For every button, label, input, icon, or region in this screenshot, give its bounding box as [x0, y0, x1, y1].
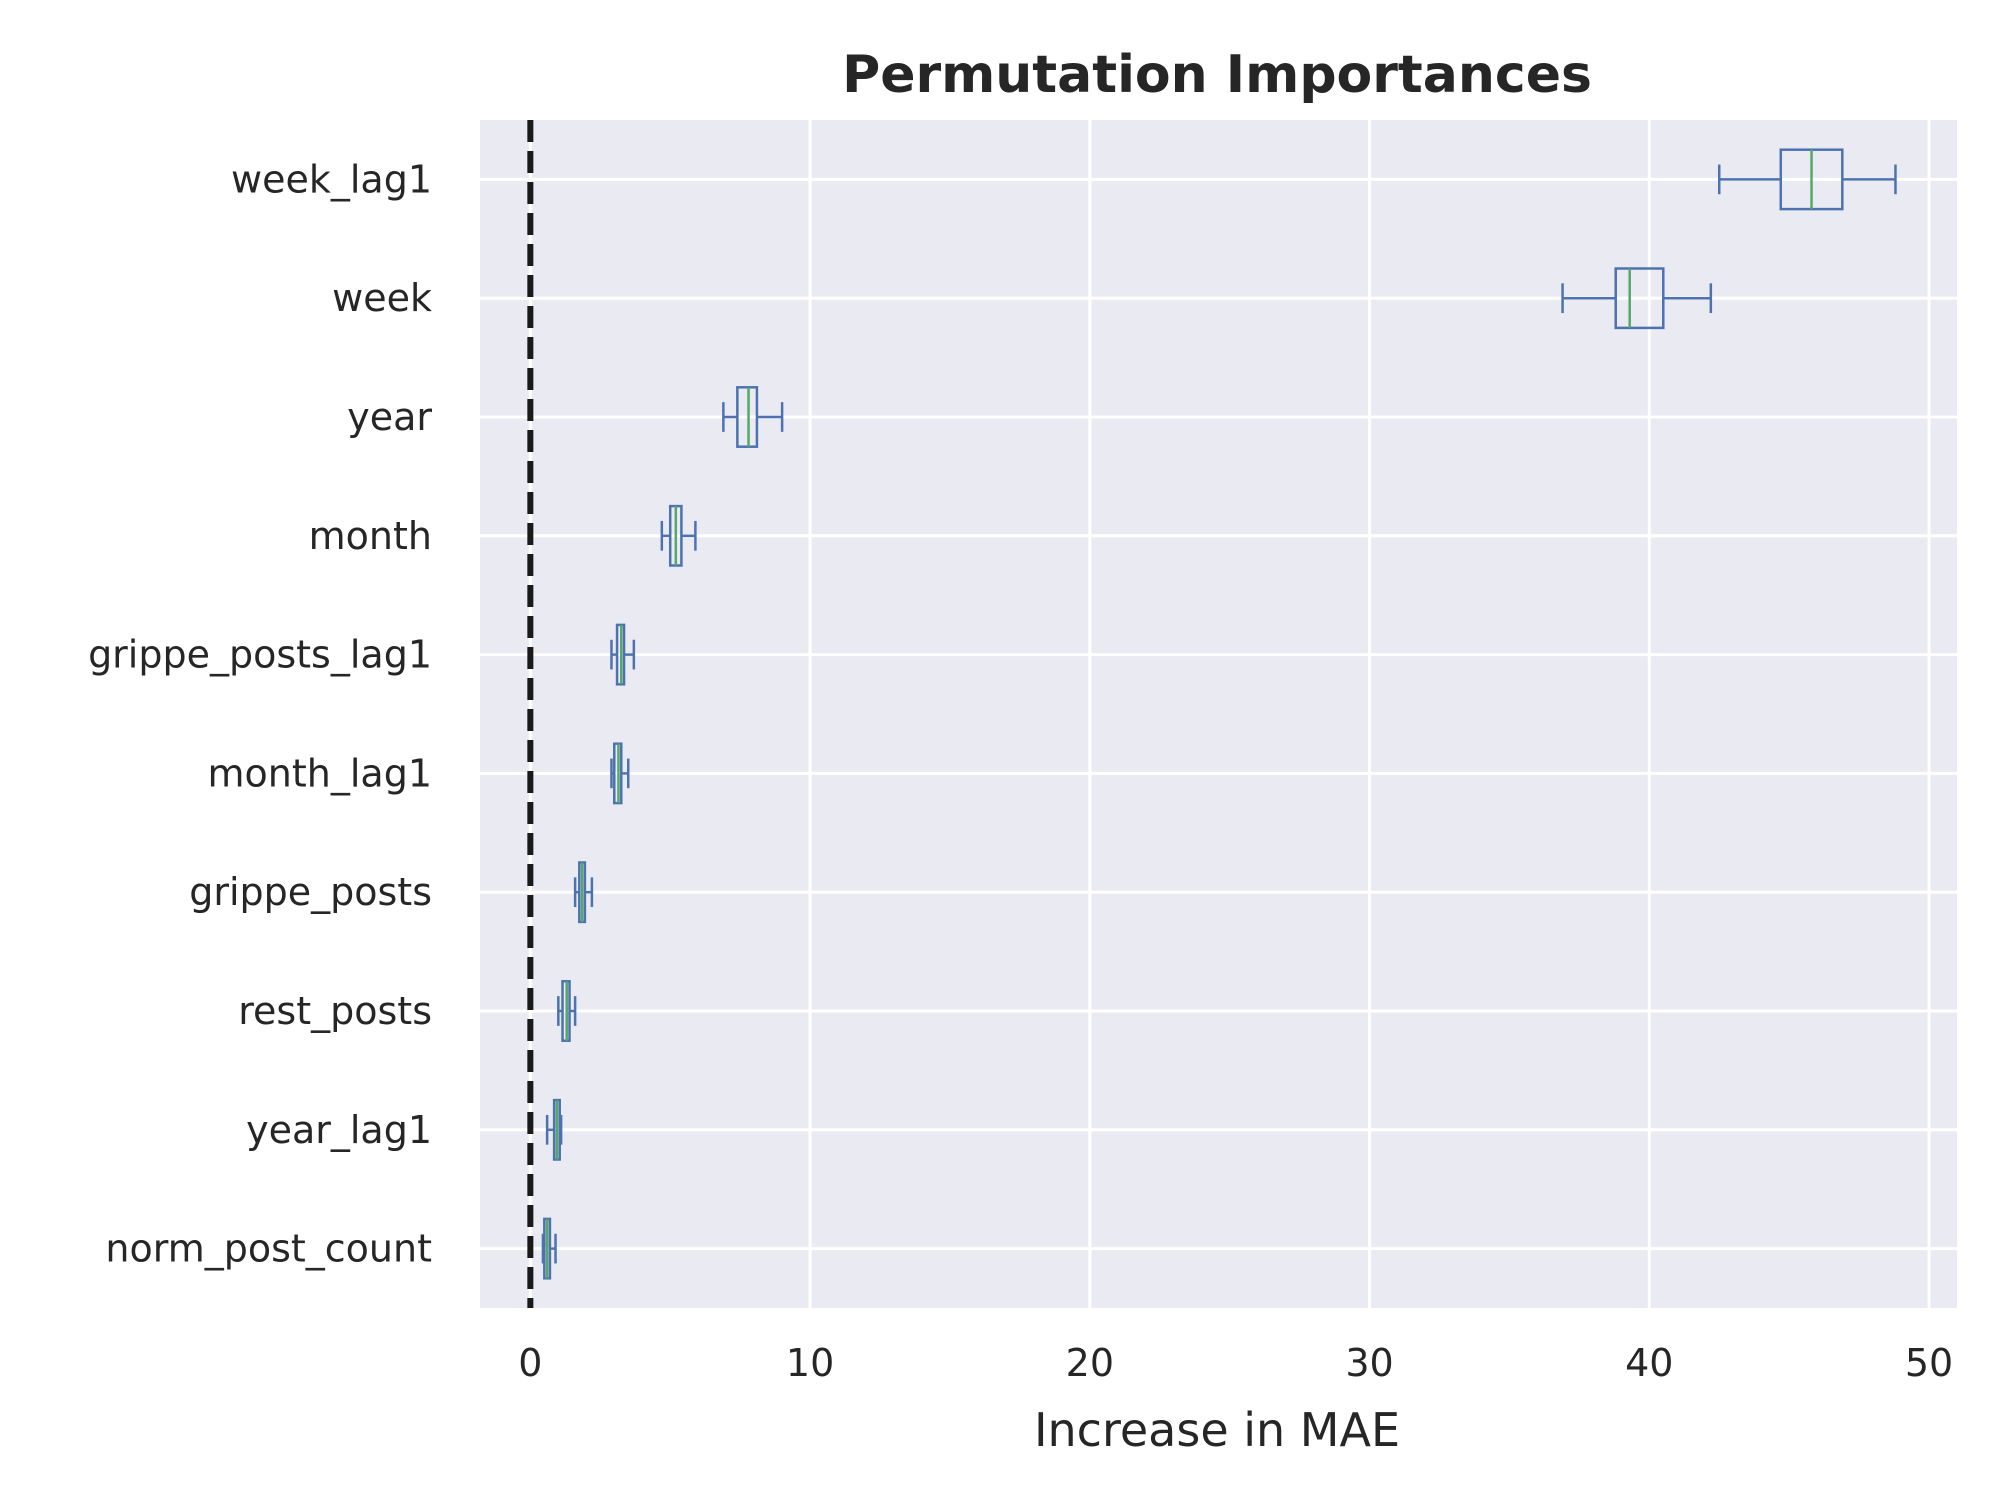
y-tick-label: year: [347, 395, 432, 439]
y-tick-label: norm_post_count: [105, 1227, 432, 1271]
chart-title: Permutation Importances: [842, 45, 1592, 105]
y-tick-label: month: [309, 514, 432, 558]
iqr-box: [1614, 267, 1665, 330]
x-tick-label: 20: [1066, 1341, 1114, 1385]
x-tick-label: 10: [786, 1341, 834, 1385]
y-tick-label: grippe_posts: [189, 870, 432, 914]
y-tick-label: month_lag1: [208, 751, 432, 795]
box-week_lag1: [1717, 148, 1897, 211]
plot-area: [480, 120, 1957, 1308]
x-tick-label: 0: [518, 1341, 542, 1385]
x-tick-label: 50: [1905, 1341, 1953, 1385]
box-grippe_posts_lag1: [610, 623, 636, 686]
box-norm_post_count: [541, 1217, 557, 1280]
box-rest_posts: [557, 980, 577, 1042]
x-tick-labels: 0 10 20 30 40 50: [518, 1341, 1953, 1385]
x-tick-label: 40: [1625, 1341, 1673, 1385]
box-month_lag1: [610, 742, 630, 805]
box-month: [660, 504, 697, 567]
y-tick-label: year_lag1: [246, 1108, 432, 1152]
y-tick-label: week: [332, 276, 432, 320]
y-tick-label: week_lag1: [231, 157, 432, 201]
box-year_lag1: [545, 1098, 563, 1161]
iqr-box: [736, 386, 759, 448]
box-year: [722, 386, 784, 448]
y-tick-label: rest_posts: [238, 989, 432, 1033]
y-tick-label: grippe_posts_lag1: [88, 633, 432, 677]
box-week: [1561, 267, 1713, 330]
x-axis-label: Increase in MAE: [1034, 1403, 1400, 1457]
x-tick-label: 30: [1345, 1341, 1393, 1385]
box-layer: [541, 148, 1897, 1280]
box-grippe_posts: [573, 861, 594, 924]
